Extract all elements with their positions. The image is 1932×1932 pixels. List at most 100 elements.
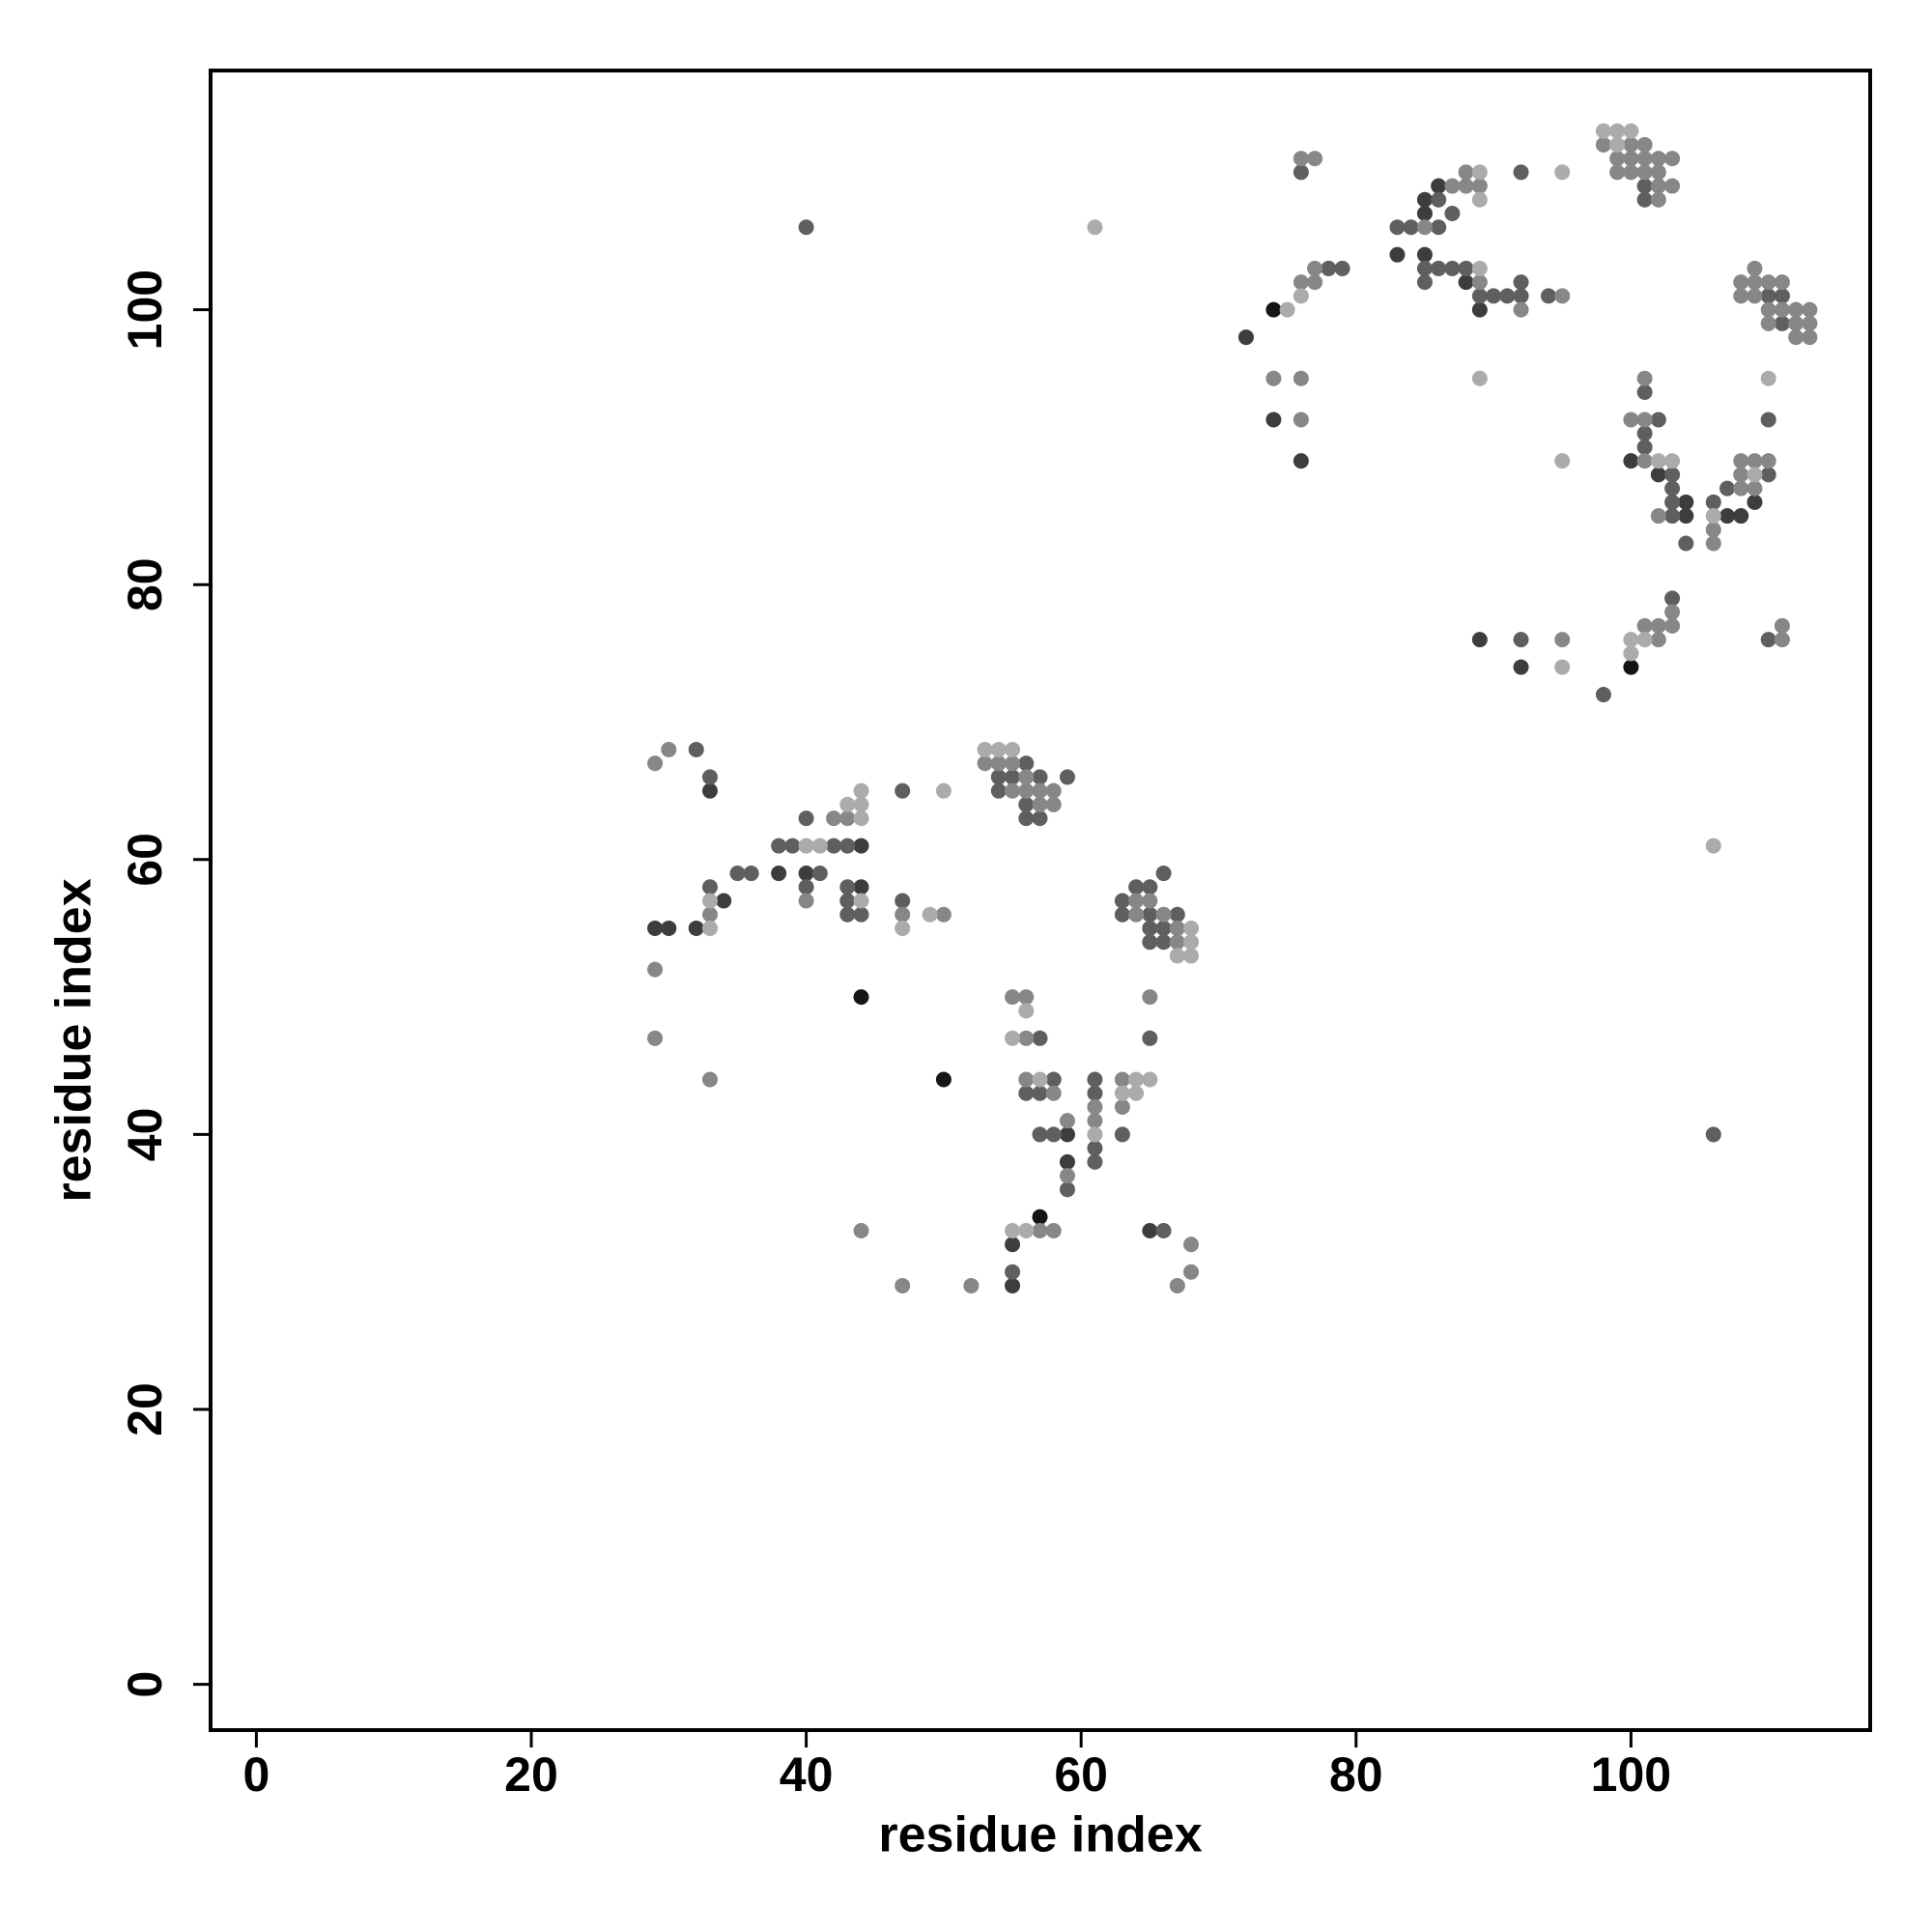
point <box>798 219 814 236</box>
point <box>1636 425 1653 441</box>
point <box>1416 274 1433 291</box>
point <box>1788 315 1804 331</box>
point <box>1183 948 1200 964</box>
point <box>1554 288 1571 304</box>
point <box>1128 1071 1145 1088</box>
point <box>853 782 869 799</box>
point <box>1032 769 1048 785</box>
point <box>661 741 677 757</box>
point <box>1760 632 1776 648</box>
point <box>1554 659 1571 675</box>
point <box>990 782 1007 799</box>
point <box>1416 205 1433 221</box>
point <box>1114 1098 1130 1115</box>
point <box>853 893 869 909</box>
point <box>1155 1223 1172 1239</box>
point <box>1609 151 1626 167</box>
point <box>1032 1208 1048 1225</box>
point <box>701 879 718 895</box>
point <box>1142 906 1158 923</box>
point <box>1183 1236 1200 1253</box>
point <box>1623 645 1639 662</box>
point <box>1005 769 1021 785</box>
point <box>1623 123 1639 139</box>
point <box>1087 1126 1103 1143</box>
point <box>1045 782 1062 799</box>
point <box>853 906 869 923</box>
point <box>1623 151 1639 167</box>
point <box>1650 467 1666 483</box>
point <box>853 810 869 827</box>
point <box>1307 151 1323 167</box>
point <box>895 1277 911 1293</box>
point <box>1045 1085 1062 1101</box>
point <box>1705 508 1721 525</box>
point <box>1142 1071 1158 1088</box>
point <box>895 782 911 799</box>
point <box>1747 467 1763 483</box>
point <box>1321 260 1337 276</box>
point <box>1458 274 1474 291</box>
point <box>701 893 718 909</box>
point <box>1293 164 1309 181</box>
point <box>1087 1071 1103 1088</box>
point <box>1444 260 1461 276</box>
point <box>1471 178 1488 194</box>
point <box>1760 274 1776 291</box>
point <box>1705 1126 1721 1143</box>
point <box>1623 164 1639 181</box>
point <box>1032 1030 1048 1046</box>
point <box>853 838 869 854</box>
point <box>1760 453 1776 469</box>
point <box>1018 1030 1035 1046</box>
point <box>839 810 856 827</box>
point <box>1664 151 1681 167</box>
point <box>1802 329 1818 346</box>
point <box>1293 288 1309 304</box>
point <box>1499 288 1516 304</box>
point <box>771 838 787 854</box>
point <box>798 838 814 854</box>
point <box>1513 301 1529 318</box>
point <box>1416 219 1433 236</box>
point <box>811 838 828 854</box>
point <box>1733 274 1749 291</box>
point <box>1733 508 1749 525</box>
point <box>1265 412 1282 428</box>
point <box>1788 329 1804 346</box>
point <box>1802 315 1818 331</box>
point <box>1802 301 1818 318</box>
point <box>1128 893 1145 909</box>
point <box>1636 164 1653 181</box>
point <box>1747 288 1763 304</box>
point <box>1636 412 1653 428</box>
plot-area <box>647 123 1818 1293</box>
point <box>1650 164 1666 181</box>
point <box>1636 384 1653 400</box>
point <box>798 893 814 909</box>
y-axis-label: residue index <box>46 878 102 1202</box>
point <box>1005 741 1021 757</box>
x-tick-label: 100 <box>1591 1747 1671 1802</box>
x-tick-label: 0 <box>242 1747 270 1802</box>
point <box>798 810 814 827</box>
point <box>1334 260 1350 276</box>
point <box>1431 191 1447 208</box>
point <box>1664 480 1681 497</box>
point <box>701 782 718 799</box>
point <box>1114 1126 1130 1143</box>
point <box>853 989 869 1006</box>
point <box>1513 632 1529 648</box>
point <box>688 741 704 757</box>
point <box>1471 288 1488 304</box>
point <box>1018 1071 1035 1088</box>
point <box>1650 617 1666 634</box>
point <box>1747 453 1763 469</box>
point <box>853 879 869 895</box>
point <box>1678 494 1694 510</box>
point <box>1623 659 1639 675</box>
point <box>1059 1181 1075 1198</box>
point <box>990 755 1007 772</box>
point <box>1128 906 1145 923</box>
point <box>1403 219 1419 236</box>
